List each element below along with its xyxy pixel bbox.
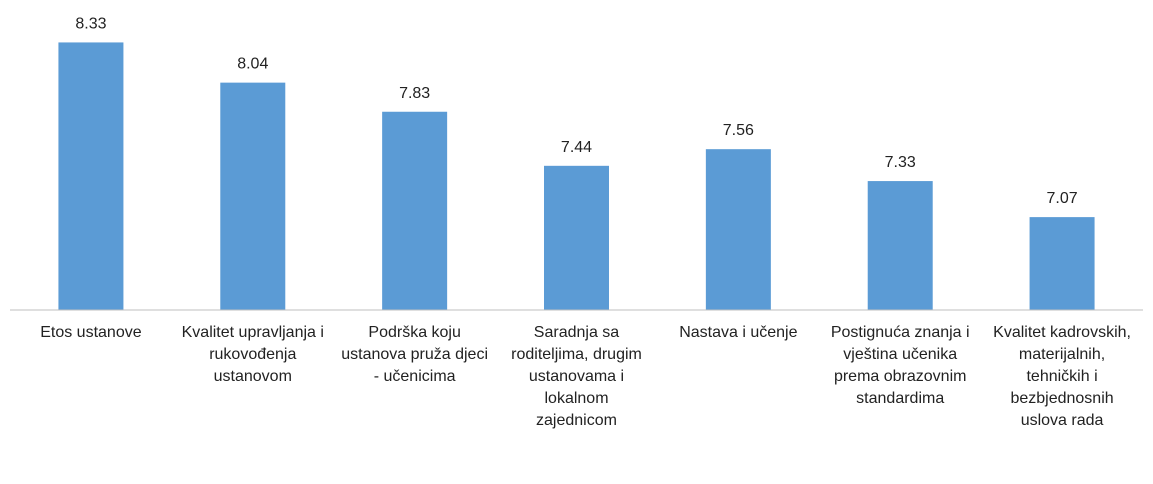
value-label: 8.33 <box>75 15 106 32</box>
value-label: 7.33 <box>885 154 916 171</box>
value-label: 7.07 <box>1047 190 1078 207</box>
x-tick-label: Podrška koju ustanova pruža djeci - učen… <box>341 324 489 385</box>
x-tick-label: Nastava i učenje <box>679 324 798 341</box>
x-tick-label: Saradnja sa roditeljima, drugim ustanova… <box>511 324 642 429</box>
bar <box>867 181 933 310</box>
bar <box>220 82 286 311</box>
bar <box>544 165 609 310</box>
value-label: 8.04 <box>237 56 268 73</box>
value-label: 7.83 <box>399 85 430 102</box>
value-label: 7.44 <box>561 139 592 156</box>
value-label: 7.56 <box>723 122 754 139</box>
x-tick-label: Etos ustanove <box>40 324 142 341</box>
bar <box>382 111 448 310</box>
x-tick-label: Postignuća znanja i vještina učenika pre… <box>830 324 970 407</box>
x-tick-label: Kvalitet kadrovskih, materijalnih, tehni… <box>993 324 1131 429</box>
x-tick-label: Kvalitet upravljanja i rukovođenja ustan… <box>181 324 324 385</box>
bar <box>58 42 124 310</box>
bar <box>705 149 771 310</box>
bar <box>1029 217 1095 310</box>
